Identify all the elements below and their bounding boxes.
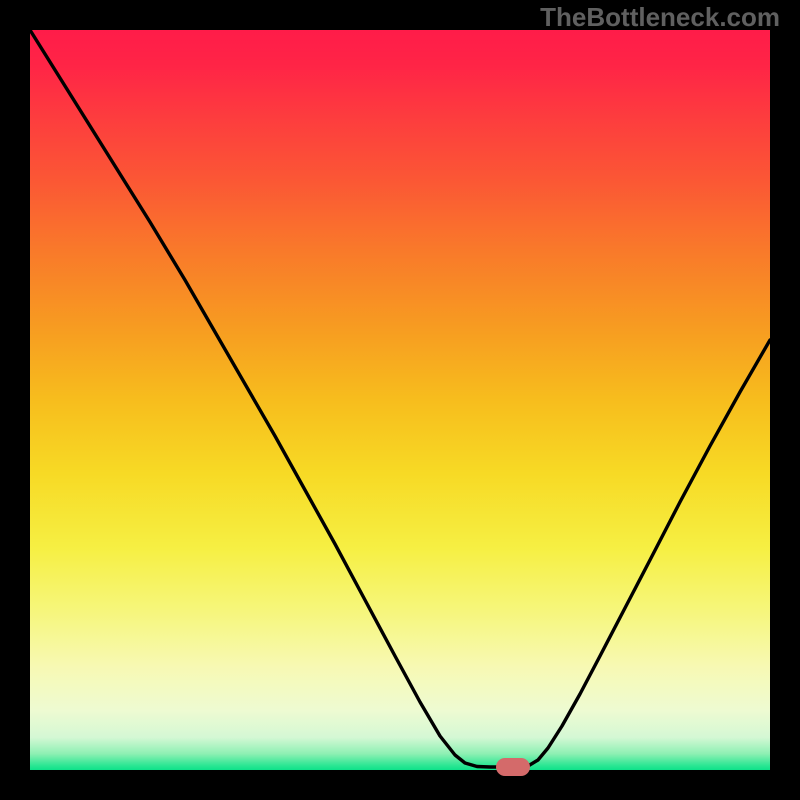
bottleneck-chart: TheBottleneck.com — [0, 0, 800, 800]
minimum-marker — [496, 758, 530, 776]
watermark-text: TheBottleneck.com — [540, 2, 780, 32]
chart-gradient-bg — [30, 30, 770, 770]
chart-svg: TheBottleneck.com — [0, 0, 800, 800]
